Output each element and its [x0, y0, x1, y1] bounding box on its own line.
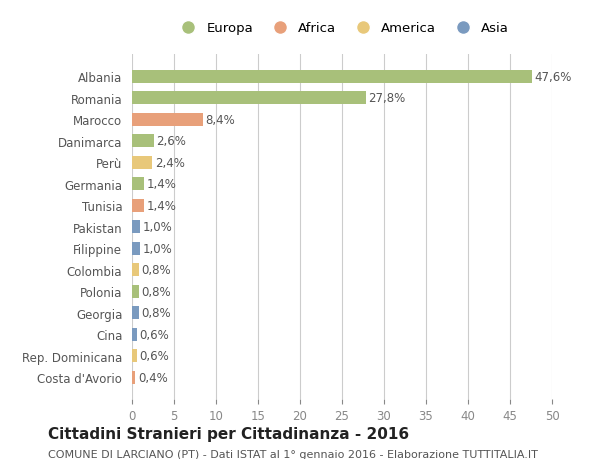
Text: 1,4%: 1,4% [146, 178, 176, 191]
Text: 27,8%: 27,8% [368, 92, 405, 105]
Bar [132, 71, 532, 84]
Bar [132, 157, 152, 169]
Text: 0,6%: 0,6% [140, 328, 169, 341]
Text: 8,4%: 8,4% [205, 113, 235, 127]
Bar [132, 328, 137, 341]
Text: 2,6%: 2,6% [157, 135, 186, 148]
Text: 0,6%: 0,6% [140, 349, 169, 362]
Text: 2,4%: 2,4% [155, 157, 185, 169]
Bar [132, 178, 144, 191]
Bar [132, 349, 137, 362]
Text: COMUNE DI LARCIANO (PT) - Dati ISTAT al 1° gennaio 2016 - Elaborazione TUTTITALI: COMUNE DI LARCIANO (PT) - Dati ISTAT al … [48, 449, 538, 459]
Bar [132, 199, 144, 212]
Bar [132, 263, 139, 276]
Bar [132, 242, 140, 255]
Bar [132, 221, 140, 234]
Bar [132, 307, 139, 319]
Text: 1,4%: 1,4% [146, 199, 176, 212]
Bar [132, 135, 154, 148]
Bar [132, 371, 136, 384]
Text: Cittadini Stranieri per Cittadinanza - 2016: Cittadini Stranieri per Cittadinanza - 2… [48, 425, 409, 441]
Bar [132, 113, 203, 127]
Text: 0,8%: 0,8% [141, 285, 171, 298]
Text: 0,4%: 0,4% [138, 371, 167, 384]
Text: 0,8%: 0,8% [141, 263, 171, 277]
Text: 1,0%: 1,0% [143, 221, 173, 234]
Text: 0,8%: 0,8% [141, 307, 171, 319]
Text: 1,0%: 1,0% [143, 242, 173, 255]
Legend: Europa, Africa, America, Asia: Europa, Africa, America, Asia [170, 17, 514, 40]
Bar [132, 285, 139, 298]
Text: 47,6%: 47,6% [535, 71, 572, 84]
Bar [132, 92, 365, 105]
